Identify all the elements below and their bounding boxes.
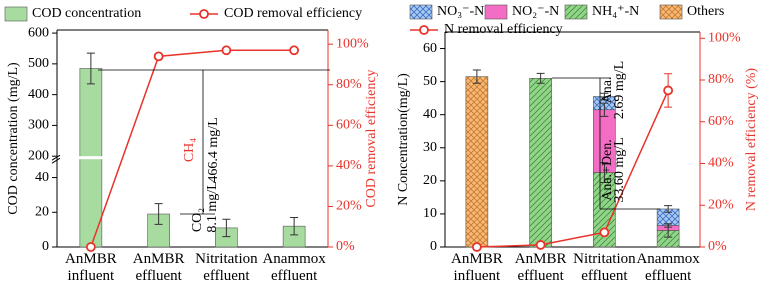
y-tick-label: 10: [423, 206, 437, 221]
legend-label: Others: [687, 4, 724, 19]
x-tick-label: AnMBR influent: [451, 251, 503, 284]
x-tick-label: Nitritation effluent: [573, 251, 636, 284]
y2-tick-label: 100%: [708, 30, 741, 45]
y2-tick-label: 40%: [336, 158, 362, 173]
y2-axis-label: N removal efficiency (%): [744, 68, 759, 212]
error-bar: [86, 52, 95, 85]
annotation: 33.60 mg/L: [612, 137, 627, 202]
y2-tick-label: 0%: [708, 239, 727, 254]
annotation: Ana.: [600, 77, 615, 104]
annotation: Ana.+Den.: [600, 139, 615, 201]
legend-marker: [419, 25, 429, 35]
error-bar: [664, 223, 673, 228]
line-marker: [663, 85, 674, 96]
x-tick-label: Anammox effluent: [262, 251, 326, 284]
y-tick-label: 60: [423, 41, 437, 56]
x-tick-label: Anammox effluent: [636, 251, 700, 284]
y-tick-label: 40: [423, 107, 437, 122]
annotation: 8.1 mg/L: [205, 181, 220, 232]
y2-tick-label: 60%: [708, 114, 734, 129]
y-tick-label: 500: [28, 56, 49, 71]
y-tick-label: 0: [42, 239, 49, 254]
line-marker: [471, 242, 482, 252]
axis-break: [58, 156, 327, 160]
annotation: 466.4 mg/L: [206, 117, 221, 182]
y-tick-label: 30: [423, 140, 437, 155]
line-marker: [85, 242, 96, 252]
line-marker: [289, 45, 300, 56]
error-bar: [600, 102, 609, 117]
error-bar: [154, 203, 163, 225]
y-tick-label: 300: [28, 118, 49, 133]
line-marker: [221, 45, 232, 56]
annotation: 2.69 mg/L: [612, 61, 627, 119]
legend-marker: [199, 9, 209, 19]
legend-swatch: [409, 4, 433, 20]
error-bar: [600, 92, 609, 101]
error-bar: [472, 69, 481, 84]
line: [476, 90, 669, 248]
bar: [465, 76, 489, 248]
error-bar: [664, 205, 673, 213]
y2-tick-label: 100%: [336, 36, 369, 51]
y2-tick-label: 20%: [336, 199, 362, 214]
y2-tick-label: 60%: [336, 118, 362, 133]
legend-label: NO₂⁻-N: [512, 4, 559, 19]
y-tick-label: 200: [28, 148, 49, 163]
x-tick-label: Nitritation effluent: [195, 251, 258, 284]
error-bar: [222, 218, 231, 238]
y2-axis-label: COD removal efficiency: [364, 69, 379, 207]
y-axis-label: COD concentration (mg/L): [6, 62, 21, 215]
annotation: CO₂: [190, 208, 205, 232]
y-tick-label: 0: [430, 239, 437, 254]
bar: [529, 78, 552, 248]
legend-swatch: [564, 4, 588, 20]
error-bar: [290, 216, 299, 236]
annotation: CH₄: [182, 138, 197, 162]
legend-swatch: [4, 6, 28, 22]
y-tick-label: 20: [35, 204, 49, 219]
legend-label: NH₄⁺-N: [592, 4, 639, 19]
axis-break-mark: [51, 154, 61, 164]
y2-tick-label: 20%: [708, 197, 734, 212]
error-bar: [536, 72, 545, 84]
y2-tick-label: 40%: [708, 156, 734, 171]
x-tick-label: AnMBR effluent: [132, 251, 185, 284]
legend-label: COD concentration: [32, 6, 141, 21]
x-tick-label: AnMBR effluent: [514, 251, 567, 284]
y-tick-label: 40: [35, 170, 49, 185]
y2-tick-label: 80%: [708, 72, 734, 87]
legend-label: N removal efficiency: [444, 22, 563, 37]
legend-swatch: [484, 4, 508, 20]
y-tick-label: 600: [28, 25, 49, 40]
error-bar: [600, 162, 609, 183]
y-tick-label: 400: [28, 87, 49, 102]
line: [90, 49, 295, 248]
y2-tick-label: 0%: [336, 239, 355, 254]
legend-label: COD removal efficiency: [224, 6, 362, 21]
y-tick-label: 50: [423, 74, 437, 89]
line-marker: [535, 240, 546, 250]
y-tick-label: 20: [423, 173, 437, 188]
legend-label: NO₃⁻-N: [437, 4, 484, 19]
line-marker: [599, 227, 610, 238]
line-marker: [153, 51, 164, 62]
legend-swatch: [659, 4, 683, 20]
y-axis-label: N Concentration(mg/L): [396, 73, 411, 206]
y2-tick-label: 80%: [336, 77, 362, 92]
x-tick-label: AnMBR influent: [65, 251, 117, 284]
